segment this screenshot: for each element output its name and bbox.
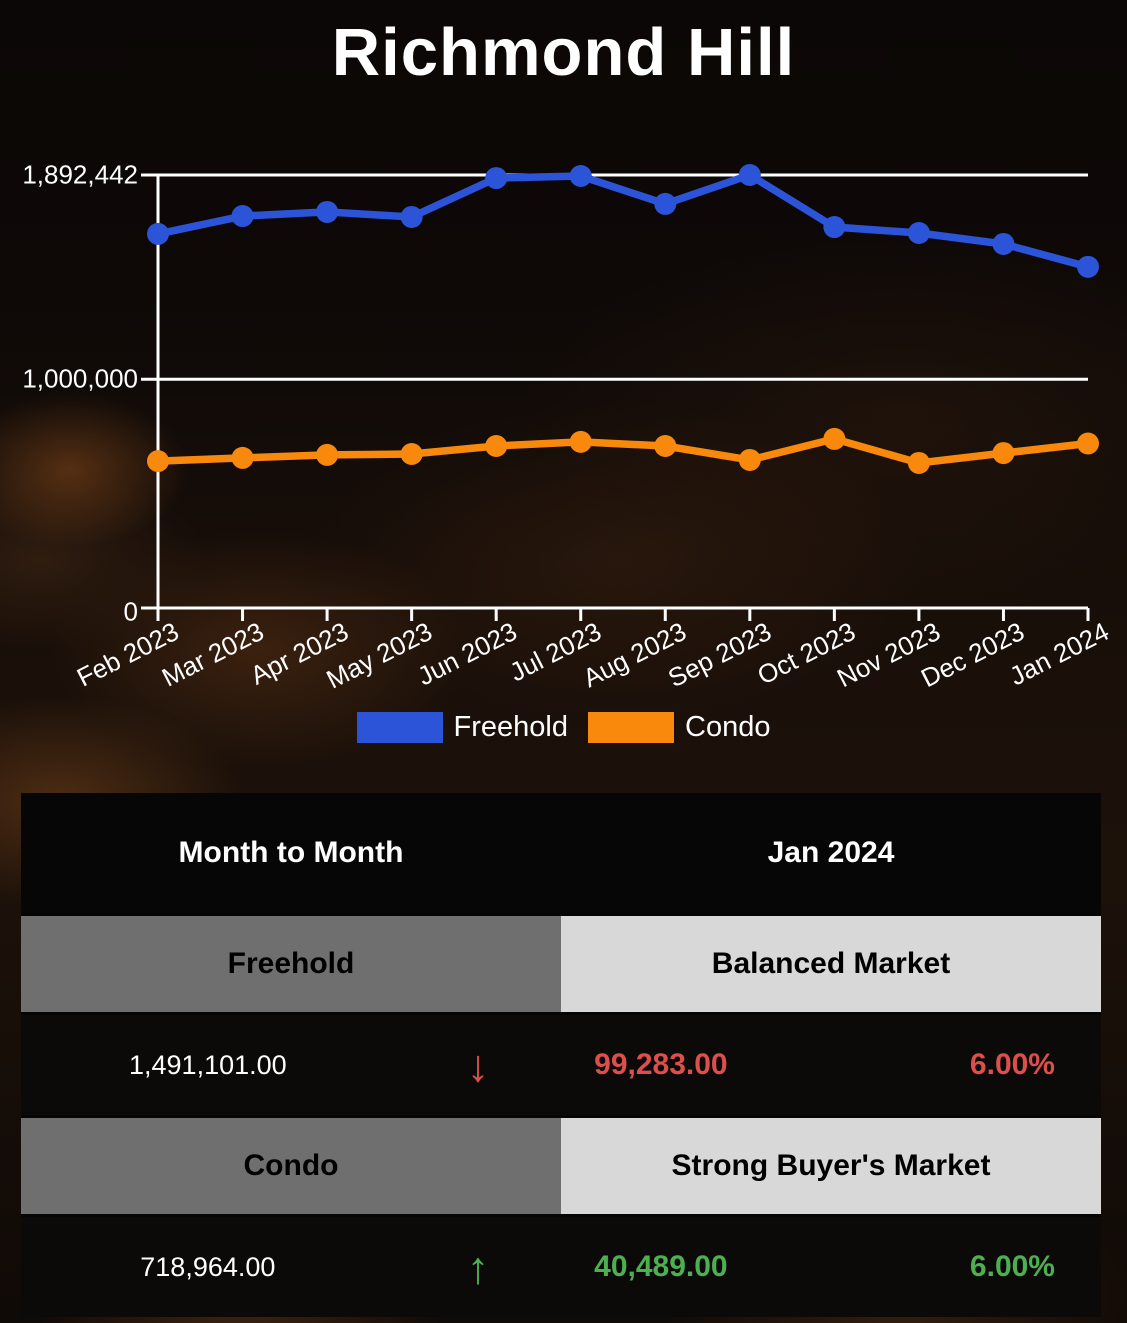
freehold-row-label: Freehold (21, 916, 561, 1012)
condo-price: 718,964.00 (140, 1251, 276, 1282)
freehold-market-status: Balanced Market (561, 916, 1101, 1012)
legend-label-condo: Condo (685, 711, 771, 743)
condo-line (157, 435, 1089, 467)
condo-change: 40,489.00 (594, 1250, 728, 1283)
condo-point[interactable] (907, 451, 930, 474)
condo-point[interactable] (569, 430, 592, 453)
table-header-right: Jan 2024 (767, 836, 895, 869)
condo-point[interactable] (231, 446, 254, 469)
legend-item-condo[interactable]: Condo (588, 711, 770, 744)
freehold-swatch (356, 712, 443, 743)
legend-item-freehold[interactable]: Freehold (356, 711, 568, 744)
page-title: Richmond Hill (331, 15, 796, 90)
freehold-point[interactable] (485, 167, 508, 190)
freehold-change: 99,283.00 (594, 1048, 728, 1081)
condo-point[interactable] (485, 435, 508, 458)
chart-plot-area[interactable] (0, 0, 1127, 780)
market-stats-table: Month to Month Jan 2024 Freehold Balance… (21, 793, 1101, 1317)
condo-point[interactable] (654, 435, 677, 458)
freehold-change-pct: 6.00% (969, 1048, 1055, 1081)
condo-point[interactable] (823, 427, 846, 450)
table-header-left: Month to Month (178, 836, 404, 869)
freehold-point[interactable] (316, 200, 339, 223)
freehold-point[interactable] (654, 192, 677, 215)
chart-legend: Freehold Condo (0, 711, 1127, 744)
condo-values-row: 718,964.00 ↑ 40,489.00 6.00% (21, 1217, 1101, 1317)
freehold-values-row: 1,491,101.00 ↓ 99,283.00 6.00% (21, 1015, 1101, 1115)
freehold-point[interactable] (823, 216, 846, 239)
freehold-point[interactable] (1077, 255, 1099, 278)
legend-label-freehold: Freehold (453, 711, 568, 743)
table-header-row: Month to Month Jan 2024 (21, 793, 1101, 913)
freehold-line (157, 170, 1089, 271)
freehold-point[interactable] (147, 222, 169, 245)
condo-swatch (588, 712, 674, 743)
freehold-point[interactable] (907, 221, 930, 244)
freehold-point[interactable] (569, 165, 592, 188)
y-axis-label: 1,000,000 (22, 363, 138, 394)
freehold-point[interactable] (738, 164, 761, 186)
freehold-category-row: Freehold Balanced Market (21, 913, 1101, 1015)
condo-point[interactable] (400, 443, 423, 466)
condo-row-label: Condo (21, 1118, 561, 1214)
freehold-point[interactable] (992, 232, 1015, 255)
condo-market-status: Strong Buyer's Market (561, 1118, 1101, 1214)
condo-change-pct: 6.00% (969, 1250, 1055, 1283)
up-arrow-icon: ↑ (466, 1241, 490, 1293)
condo-point[interactable] (316, 443, 339, 466)
condo-point[interactable] (147, 450, 169, 473)
down-arrow-icon: ↓ (466, 1039, 490, 1091)
condo-point[interactable] (738, 448, 761, 471)
condo-category-row: Condo Strong Buyer's Market (21, 1115, 1101, 1217)
y-axis-label: 0 (123, 596, 138, 627)
freehold-point[interactable] (231, 205, 254, 228)
y-axis-label: 1,892,442 (22, 159, 138, 190)
condo-point[interactable] (1077, 432, 1099, 455)
freehold-point[interactable] (400, 205, 423, 228)
freehold-price: 1,491,101.00 (129, 1049, 287, 1080)
condo-point[interactable] (992, 442, 1015, 465)
